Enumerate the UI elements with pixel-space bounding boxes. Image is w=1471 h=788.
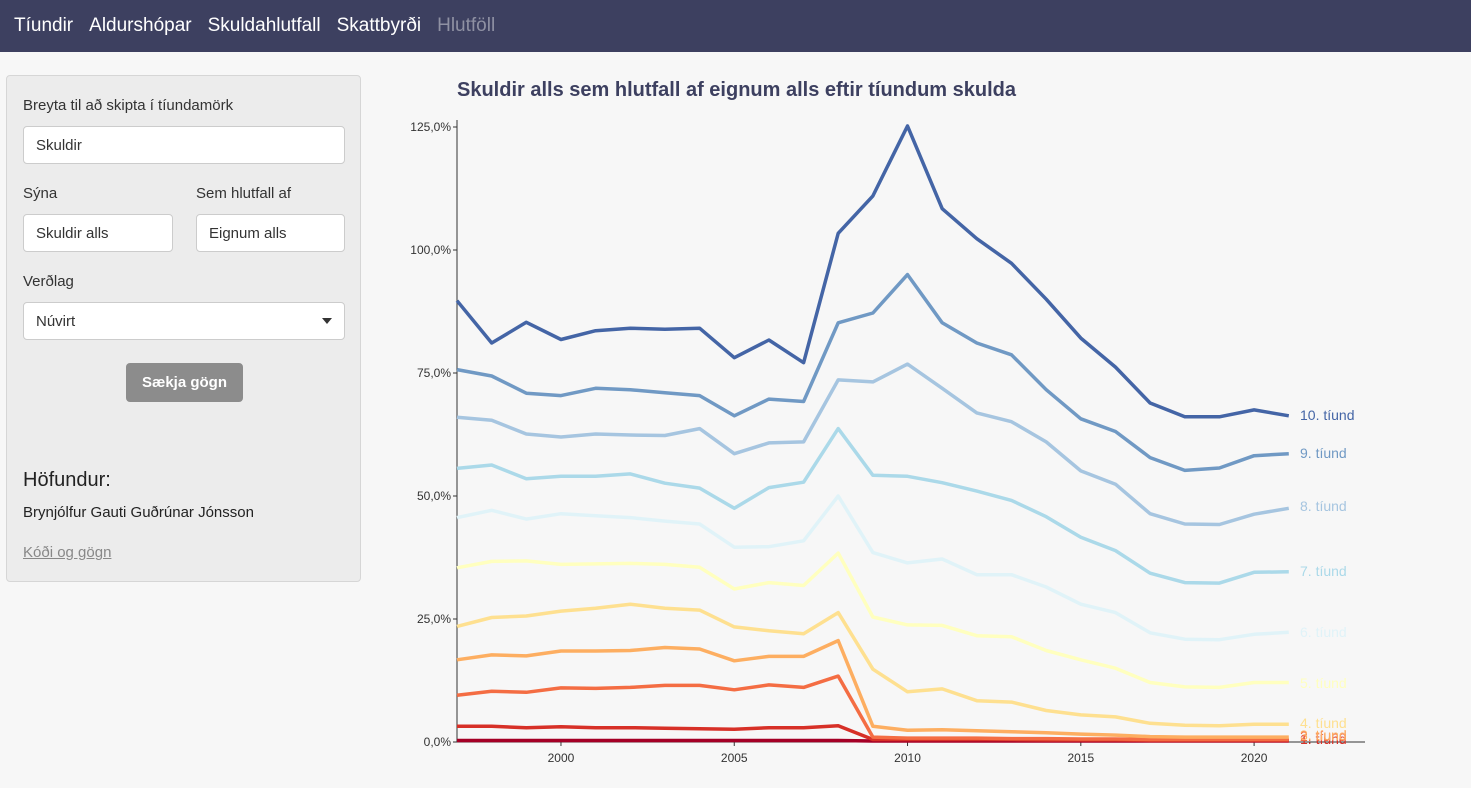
chart-title: Skuldir alls sem hlutfall af eignum alls… [457, 79, 1017, 101]
series-line-10 [456, 272, 1289, 473]
nav-skuldahlutfall[interactable]: Skuldahlutfall [207, 15, 321, 36]
series-line-8 [456, 426, 1289, 585]
ratio-select-value: Eignum alls [209, 224, 287, 242]
series-end-label: 1. tíund [1300, 731, 1347, 747]
y-tick-label: 125,0% [410, 120, 451, 134]
show-select[interactable]: Skuldir alls [23, 214, 173, 252]
show-select-value: Skuldir alls [36, 224, 109, 242]
top-navbar: Tíundir Aldurshópar Skuldahlutfall Skatt… [0, 0, 1471, 52]
sidebar-panel: Breyta til að skipta í tíundamörk Skuldi… [6, 75, 361, 582]
series-end-label: 9. tíund [1300, 445, 1347, 461]
split-label: Breyta til að skipta í tíundamörk [23, 97, 234, 114]
x-tick-label: 2005 [721, 751, 748, 765]
series-line-3 [456, 674, 1289, 742]
nav-skattbyrdi[interactable]: Skattbyrði [336, 15, 422, 36]
x-tick-label: 2020 [1241, 751, 1268, 765]
series-line-6 [456, 551, 1289, 690]
series-line-7 [456, 494, 1289, 642]
series-end-label: 7. tíund [1300, 563, 1347, 579]
series-end-label: 5. tíund [1300, 675, 1347, 691]
x-tick-label: 2000 [548, 751, 575, 765]
series-line-5 [456, 602, 1289, 728]
fetch-data-button[interactable]: Sækja gögn [126, 363, 243, 402]
x-tick-label: 2010 [894, 751, 921, 765]
y-tick-label: 75,0% [417, 366, 451, 380]
code-data-link[interactable]: Kóði og gögn [23, 544, 112, 561]
price-select[interactable]: Núvirt [23, 302, 345, 340]
series-end-label: 6. tíund [1300, 624, 1347, 640]
author-heading: Höfundur: [23, 469, 111, 491]
y-tick-label: 25,0% [417, 612, 451, 626]
split-input-value: Skuldir [36, 136, 82, 154]
ratio-select[interactable]: Eignum alls [196, 214, 345, 252]
series-end-label: 3. tíund [1300, 727, 1347, 743]
ratio-label: Sem hlutfall af [196, 185, 292, 202]
show-label: Sýna [23, 185, 58, 202]
series-end-label: 4. tíund [1300, 715, 1347, 731]
nav-aldurshopar[interactable]: Aldurshópar [89, 15, 192, 36]
y-tick-label: 100,0% [410, 243, 451, 257]
chevron-down-icon [322, 318, 332, 324]
price-select-value: Núvirt [36, 312, 76, 330]
series-end-label: 8. tíund [1300, 498, 1347, 514]
author-name: Brynjólfur Gauti Guðrúnar Jónsson [23, 504, 254, 521]
nav-tiundir[interactable]: Tíundir [14, 15, 74, 36]
series-end-label: 2. tíund [1300, 728, 1347, 744]
series-line-11 [455, 124, 1290, 419]
nav-hlutfoll[interactable]: Hlutföll [437, 15, 496, 36]
split-input[interactable]: Skuldir [23, 126, 345, 164]
y-tick-label: 50,0% [417, 489, 451, 503]
x-tick-label: 2015 [1067, 751, 1094, 765]
price-label: Verðlag [23, 273, 74, 290]
y-tick-label: 0,0% [424, 735, 452, 749]
series-line-9 [456, 362, 1290, 527]
series-line-4 [456, 638, 1289, 739]
series-end-label: 10. tíund [1300, 407, 1355, 423]
